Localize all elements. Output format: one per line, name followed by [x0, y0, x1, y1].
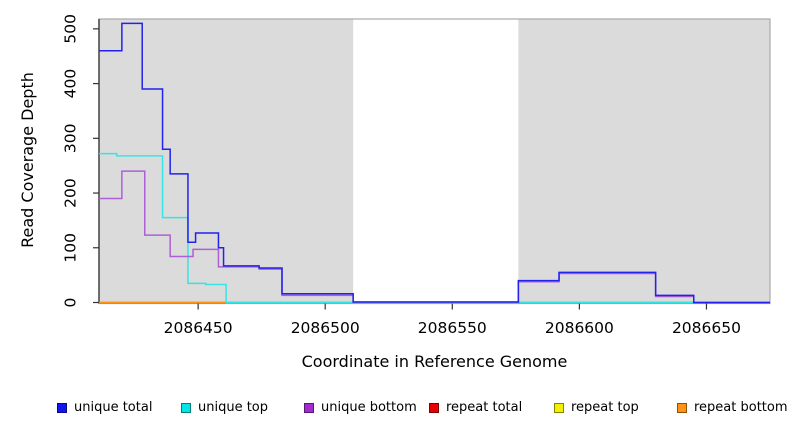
- x-axis-title: Coordinate in Reference Genome: [301, 352, 568, 371]
- y-tick-label: 0: [61, 298, 79, 308]
- x-tick-label: 2086500: [291, 319, 360, 337]
- series-line-unique-bottom: [99, 170, 770, 304]
- series-line-unique-total: [99, 22, 770, 304]
- x-tick-label: 2086550: [418, 319, 487, 337]
- repeat-region-shading: [99, 19, 354, 304]
- repeat-region-shading: [518, 19, 770, 304]
- y-axis-title: Read Coverage Depth: [18, 72, 37, 248]
- y-tick-label: 400: [61, 69, 79, 99]
- y-tick-label: 200: [61, 178, 79, 208]
- x-tick-label: 2086450: [164, 319, 233, 337]
- y-tick-label: 500: [61, 14, 79, 44]
- y-tick-label: 100: [61, 233, 79, 263]
- x-tick-label: 2086600: [545, 319, 614, 337]
- x-tick-label: 2086650: [672, 319, 741, 337]
- series-line-unique-top: [99, 152, 770, 304]
- y-tick-label: 300: [61, 124, 79, 154]
